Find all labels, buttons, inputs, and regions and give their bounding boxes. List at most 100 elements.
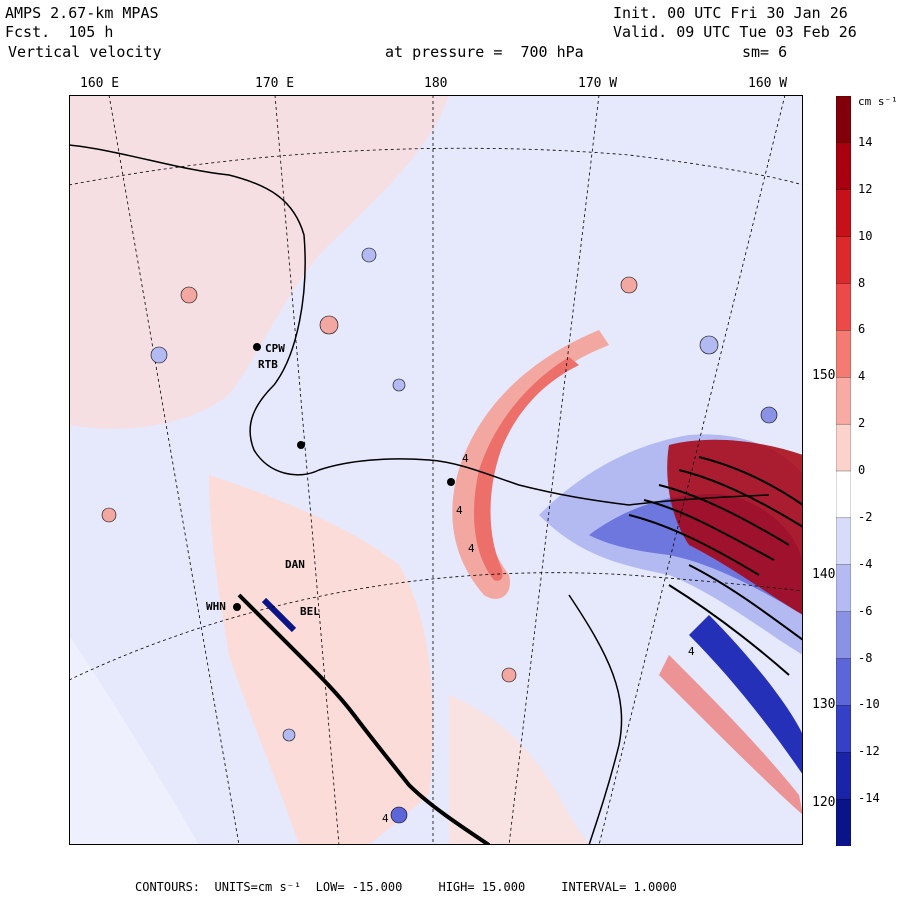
cell-down-5 [760,406,778,424]
colorbar-swatch [836,611,851,660]
smoothing: sm= 6 [742,43,788,61]
wave-contour-6 [688,564,803,641]
max-marker-2: 4 [456,504,463,517]
forecast-hour: Fcst. 105 h [5,23,114,41]
lon-label-160w: 160 W [748,76,788,91]
cell-down-6 [282,728,296,742]
colorbar-swatch [836,96,851,144]
meridian-160e [108,95,240,845]
wave-contour-1 [628,514,760,576]
cell-up-5 [101,507,117,523]
cell-down-1 [361,247,377,263]
coastline [69,144,770,506]
colorbar-swatch [836,283,851,332]
colorbar-swatch [836,142,851,191]
colorbar-tick-label: -2 [858,509,873,524]
lon-label-160e: 160 E [80,76,120,91]
colorbar-tick-label: 8 [858,275,866,290]
contour-low: LOW= -15.000 [315,880,403,894]
convective-cells [101,247,778,824]
updraft-streak-south [659,655,803,815]
contour-high: HIGH= 15.000 [438,880,526,894]
colorbar-swatch [836,189,851,238]
parallel-north [69,147,803,186]
positive-area-south [449,695,589,845]
cell-down-7 [390,806,408,824]
positive-area-north [69,95,449,429]
low-signal-region [69,635,199,845]
colorbar-swatch [836,377,851,425]
colorbar-tick-label: -10 [858,697,880,712]
station-label-whn: WHN [206,600,226,613]
station-dot-rtb [297,441,305,449]
contour-units: UNITS=cm s⁻¹ [214,880,302,894]
wave-contour-4 [678,469,803,528]
pressure-level: at pressure = 700 hPa [385,43,584,61]
model-title: AMPS 2.67-km MPAS [5,4,159,22]
meridian-160w [598,95,786,845]
colorbar-tick-label: 14 [858,134,873,149]
cell-up-3 [620,276,638,294]
colorbar-tick-label: 2 [858,416,866,431]
cell-up-1 [180,286,198,304]
colorbar-tick-label: -6 [858,603,873,618]
station-label-rtb: RTB [258,358,278,371]
lon-label-180: 180 [424,76,448,91]
colorbar [836,96,851,846]
ridge-descent-cell [261,597,297,633]
colorbar-tick-label: 10 [858,228,873,243]
cell-down-3 [150,346,168,364]
parallel-south [69,572,803,681]
contour-info: CONTOURS: UNITS=cm s⁻¹ LOW= -15.000 HIGH… [135,880,677,894]
updraft-band-core [474,357,579,581]
station-label-dan: DAN [285,558,305,571]
station-label-bel: BEL [300,605,320,618]
cell-down-2 [392,378,406,392]
vertical-velocity-map [69,95,803,845]
positive-area-coast [209,475,433,845]
colorbar-tick-label: -8 [858,650,873,665]
station-label-cpw: CPW [265,342,285,355]
colorbar-swatch [836,330,851,378]
field-name: Vertical velocity [8,43,162,61]
station-dot-ross [447,478,455,486]
colorbar-tick-label: -4 [858,556,873,571]
max-marker-3: 4 [468,542,475,555]
colorbar-tick-label: 12 [858,181,873,196]
graticule [69,95,803,845]
coastline-south [568,594,623,845]
colorbar-unit: cm s⁻¹ [858,95,898,108]
max-marker-4: 4 [688,645,695,658]
station-dot-cpw [253,343,261,351]
map-frame [69,95,803,845]
contour-label: CONTOURS: [135,880,201,894]
cell-up-4 [501,667,517,683]
colorbar-tick-label: -14 [858,791,880,806]
max-marker-5: 4 [382,812,389,825]
wave-contours [628,456,803,676]
max-marker-1: 4 [462,452,469,465]
colorbar-tick-label: -12 [858,744,880,759]
colorbar-swatch [836,423,851,472]
wave-contour-7 [668,584,790,676]
valid-time: Valid. 09 UTC Tue 03 Feb 26 [613,23,857,41]
cell-up-2 [319,315,339,335]
lon-label-170e: 170 E [255,76,295,91]
cell-down-4 [699,335,719,355]
station-dot-whn [233,603,241,611]
colorbar-swatch [836,752,851,800]
colorbar-swatch [836,658,851,707]
colorbar-swatch [836,517,851,566]
lon-label-170w: 170 W [578,76,618,91]
colorbar-swatch [836,564,851,613]
contour-interval: INTERVAL= 1.0000 [561,880,677,894]
colorbar-swatch [836,236,851,285]
colorbar-swatch [836,705,851,753]
wave-contour-3 [658,484,790,546]
init-time: Init. 00 UTC Fri 30 Jan 26 [613,4,848,22]
colorbar-tick-label: 6 [858,322,866,337]
colorbar-tick-label: 0 [858,463,866,477]
colorbar-tick-label: 4 [858,369,866,384]
wave-contour-2 [643,499,775,561]
descent-streak-south [689,615,803,775]
